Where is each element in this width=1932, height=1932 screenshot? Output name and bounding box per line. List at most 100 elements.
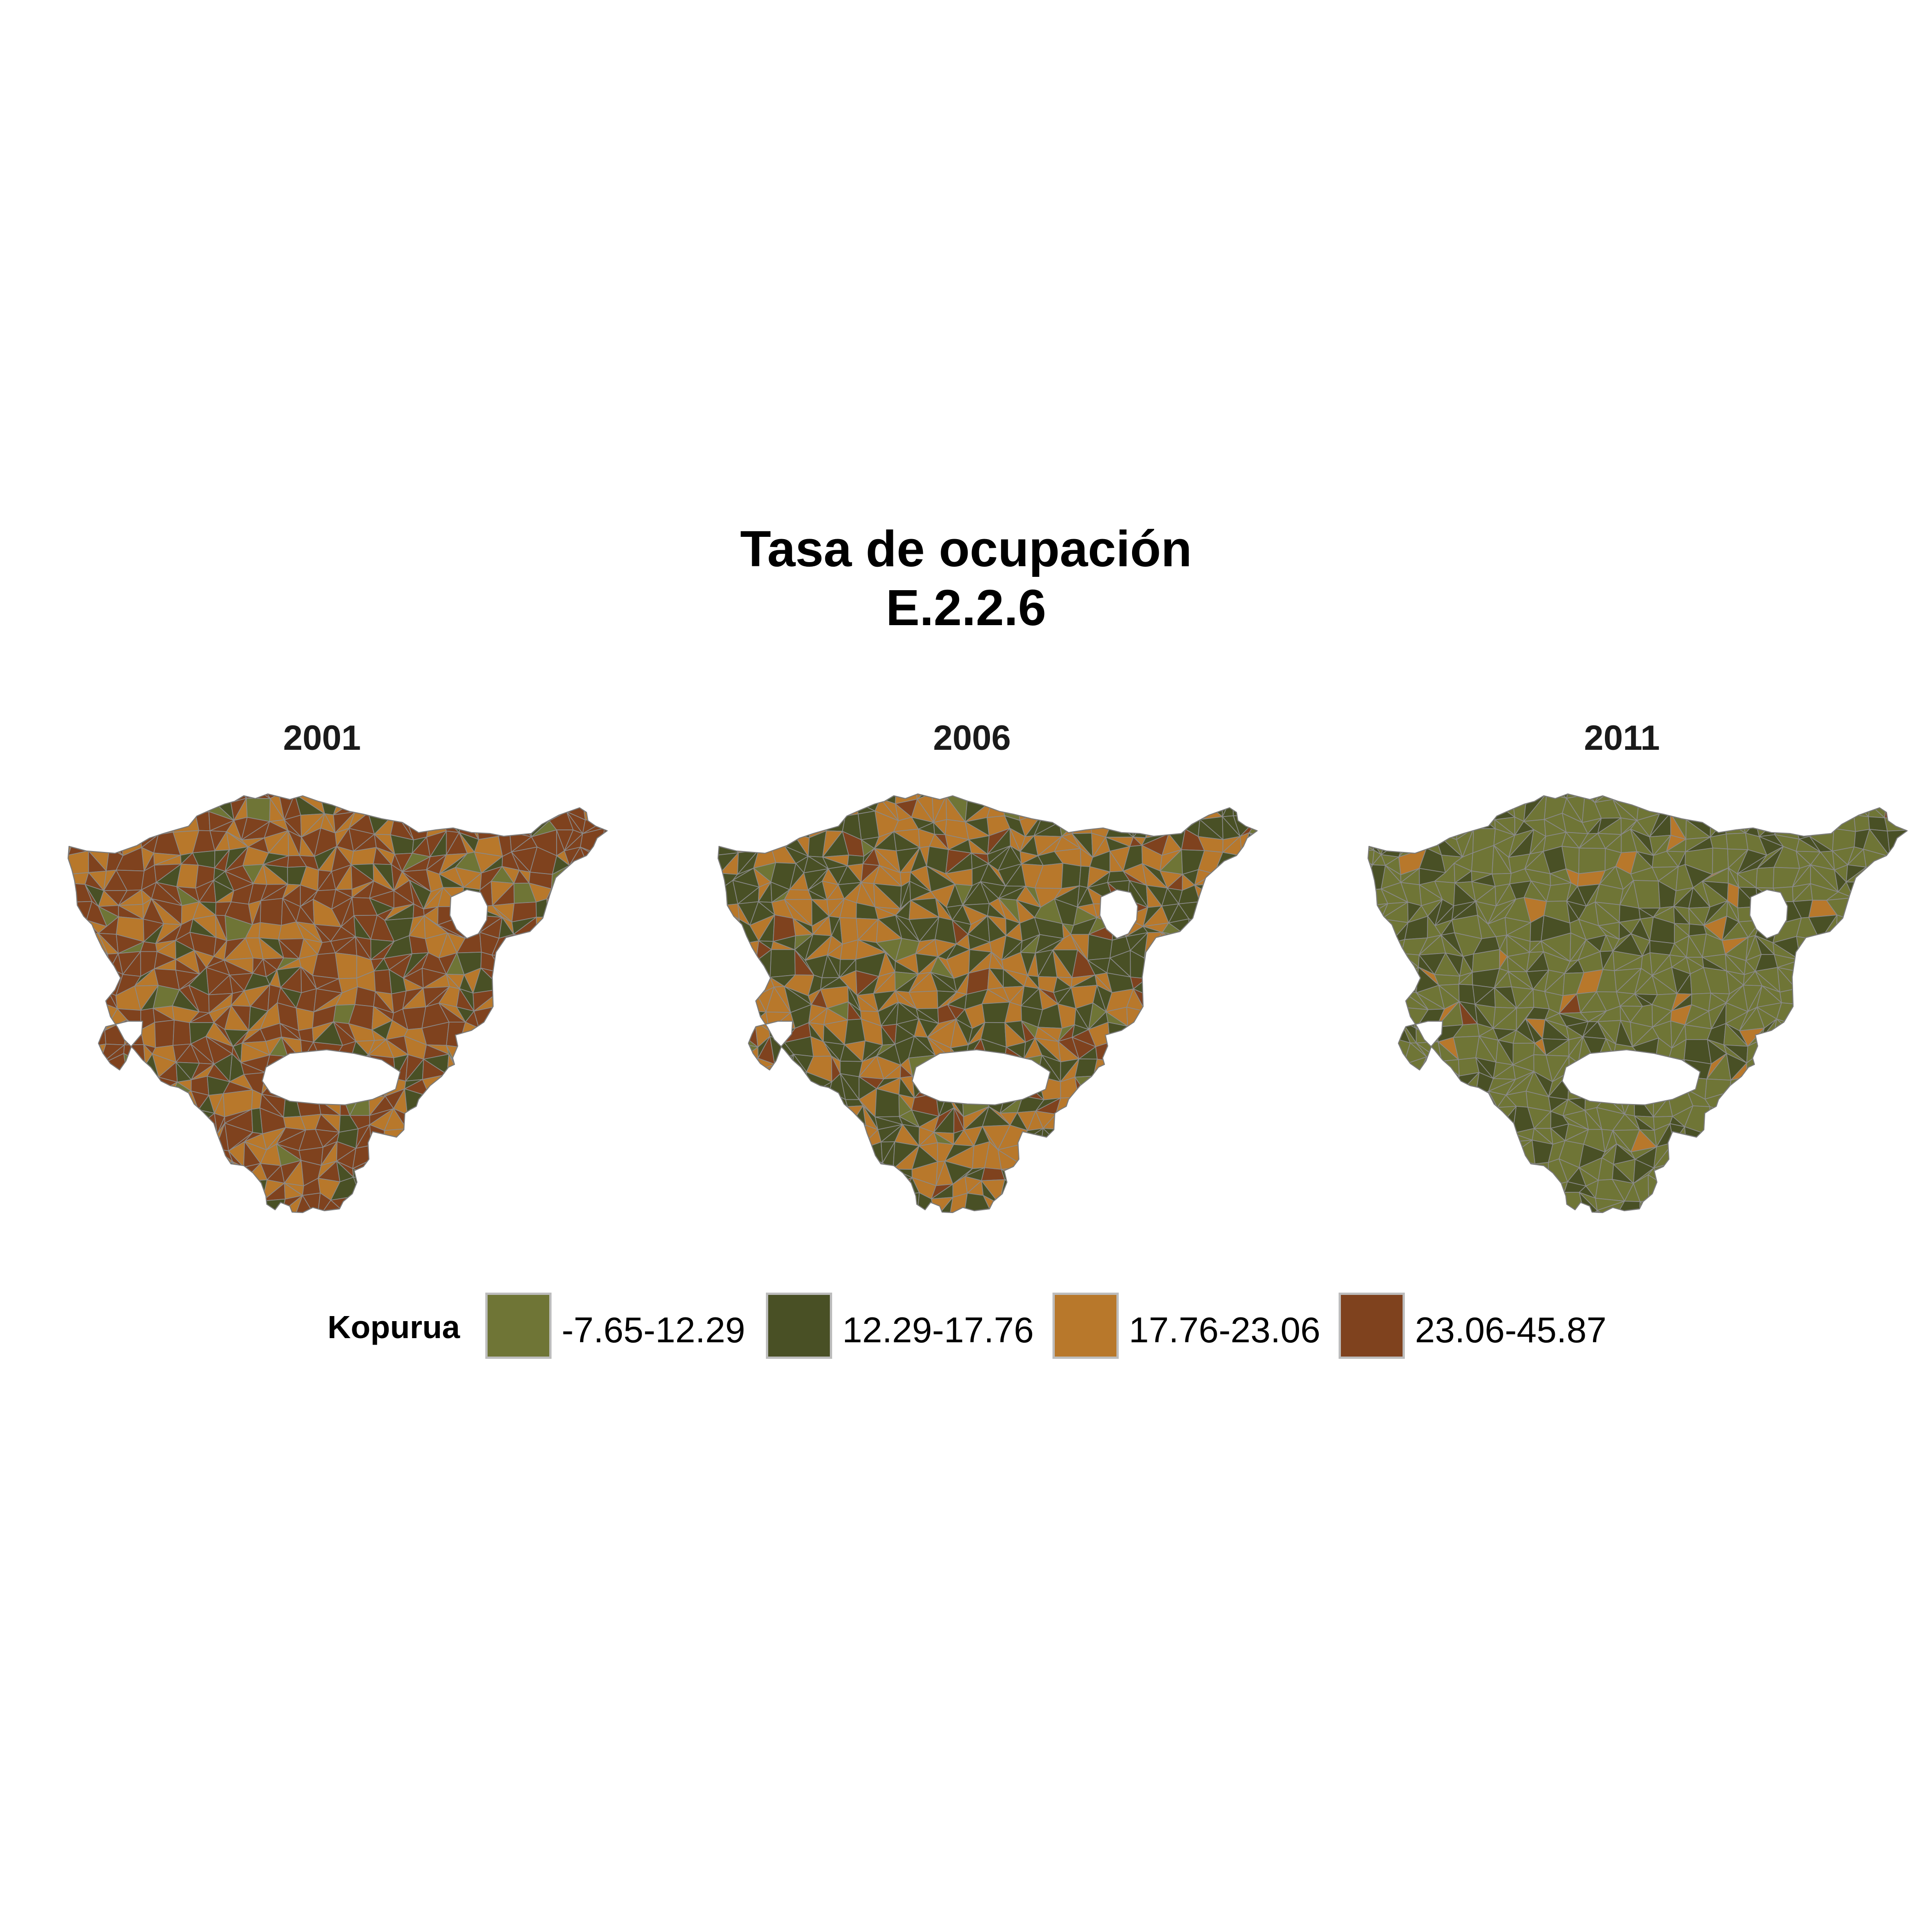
municipality-region	[604, 942, 607, 957]
municipality-region	[1093, 1177, 1118, 1197]
municipality-region	[1061, 862, 1081, 889]
municipality-region	[1233, 1174, 1257, 1197]
municipality-region	[1255, 799, 1257, 816]
municipality-region	[454, 1182, 484, 1193]
municipality-region	[1533, 1181, 1554, 1195]
municipality-region	[51, 883, 66, 906]
municipality-region	[1145, 1055, 1167, 1076]
municipality-region	[448, 1128, 462, 1150]
municipality-region	[1368, 960, 1371, 979]
municipality-region	[643, 1193, 658, 1215]
municipality-region	[1292, 918, 1308, 940]
municipality-region	[1443, 794, 1464, 805]
municipality-region	[1427, 1199, 1438, 1213]
municipality-region	[1076, 1098, 1090, 1115]
municipality-region	[156, 1201, 176, 1213]
municipality-region	[1809, 1019, 1837, 1046]
municipality-region	[68, 1045, 92, 1066]
municipality-region	[618, 782, 645, 795]
municipality-region	[1381, 820, 1401, 836]
municipality-region	[1079, 1162, 1094, 1183]
municipality-region	[1268, 956, 1290, 976]
municipality-region	[1438, 1105, 1456, 1135]
municipality-region	[463, 1088, 481, 1111]
municipality-region	[1435, 1075, 1460, 1098]
municipality-region	[510, 993, 538, 1011]
municipality-region	[68, 1071, 92, 1097]
municipality-region	[1477, 1217, 1499, 1233]
municipality-region	[718, 903, 720, 925]
municipality-region	[553, 986, 568, 1012]
municipality-region	[214, 1161, 233, 1176]
municipality-region	[461, 1110, 481, 1130]
municipality-region	[1089, 1111, 1117, 1127]
municipality-region	[209, 1193, 231, 1212]
municipality-region	[618, 1218, 634, 1233]
municipality-region	[1368, 1198, 1392, 1213]
municipality-region	[598, 1123, 607, 1144]
municipality-region	[810, 1107, 828, 1134]
municipality-region	[1422, 1095, 1439, 1114]
municipality-region	[1578, 1063, 1596, 1076]
municipality-region	[1288, 804, 1308, 821]
municipality-region	[1898, 915, 1907, 943]
municipality-region	[1704, 794, 1725, 803]
municipality-region	[1867, 882, 1891, 908]
municipality-region	[1292, 919, 1308, 940]
municipality-region	[639, 1064, 658, 1082]
municipality-region	[718, 853, 720, 874]
municipality-region	[1919, 833, 1932, 850]
municipality-region	[459, 1213, 477, 1233]
municipality-region	[429, 794, 448, 817]
municipality-region	[1112, 794, 1132, 822]
municipality-region	[1270, 867, 1293, 888]
municipality-region	[1545, 1213, 1570, 1233]
municipality-region	[1127, 1023, 1144, 1043]
municipality-region	[859, 1176, 880, 1196]
municipality-region	[1855, 1221, 1864, 1233]
municipality-region	[532, 1109, 546, 1125]
municipality-region	[518, 796, 538, 819]
municipality-region	[1041, 794, 1060, 822]
municipality-region	[1512, 794, 1530, 799]
municipality-region	[383, 1128, 407, 1152]
municipality-region	[1847, 1164, 1872, 1185]
municipality-region	[847, 1197, 864, 1213]
municipality-region	[1089, 799, 1113, 822]
municipality-region	[802, 1210, 825, 1213]
municipality-region	[1269, 885, 1293, 904]
municipality-region	[1795, 1128, 1820, 1141]
municipality-region	[1214, 1004, 1242, 1021]
municipality-region	[718, 1141, 721, 1159]
municipality-region	[428, 794, 448, 805]
municipality-region	[1853, 959, 1866, 977]
municipality-region	[1213, 1091, 1239, 1116]
municipality-region	[1126, 1006, 1146, 1027]
municipality-region	[1801, 1182, 1816, 1195]
municipality-region	[1089, 1075, 1115, 1098]
municipality-region	[1809, 1046, 1835, 1063]
municipality-region	[177, 795, 196, 816]
municipality-region	[1863, 967, 1883, 990]
municipality-region	[1223, 887, 1241, 903]
municipality-region	[479, 1060, 496, 1074]
municipality-region	[1368, 1019, 1375, 1039]
municipality-region	[1056, 1194, 1070, 1213]
municipality-region	[1795, 967, 1821, 989]
municipality-region	[1433, 1211, 1456, 1213]
municipality-region	[536, 1176, 554, 1204]
municipality-region	[368, 1054, 396, 1080]
municipality-region	[589, 1059, 607, 1074]
municipality-region	[968, 794, 993, 801]
municipality-region	[1368, 992, 1388, 1005]
municipality-region	[1906, 1218, 1924, 1233]
municipality-region	[187, 794, 213, 805]
municipality-region	[1774, 810, 1792, 835]
municipality-region	[68, 1096, 75, 1115]
legend-label-3: 17.76-23.06	[1129, 1310, 1321, 1350]
municipality-region	[1613, 1055, 1642, 1072]
municipality-region	[1438, 1097, 1456, 1110]
municipality-region	[1160, 811, 1186, 830]
municipality-region	[718, 1212, 739, 1213]
municipality-region	[1166, 1073, 1190, 1100]
